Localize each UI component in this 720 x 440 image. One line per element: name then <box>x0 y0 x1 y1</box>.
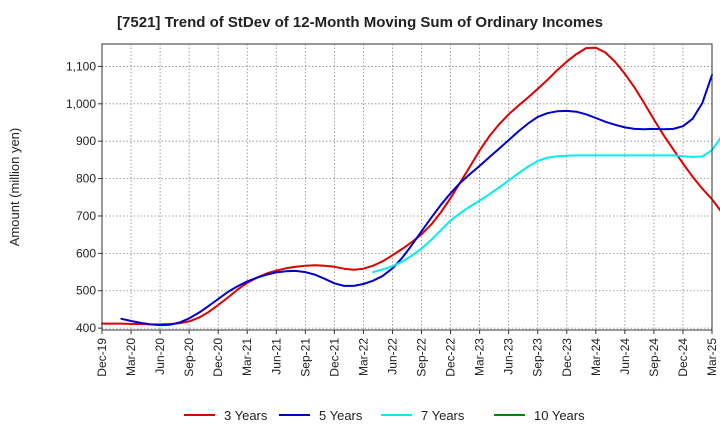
x-tick-label: Jun-24 <box>618 338 632 375</box>
series-lines <box>101 46 720 327</box>
grid <box>101 44 713 330</box>
y-tick-label: 400 <box>76 321 96 335</box>
chart-title: [7521] Trend of StDev of 12-Month Moving… <box>117 14 603 31</box>
x-tick-label: Jun-20 <box>153 338 167 375</box>
plot-area-frame <box>101 43 713 331</box>
series-line-5-years <box>120 74 713 327</box>
x-tick-label: Jun-23 <box>502 338 516 375</box>
x-tick-label: Sep-22 <box>415 338 429 377</box>
y-tick-label: 700 <box>76 209 96 223</box>
x-tick-label: Sep-20 <box>182 338 196 377</box>
x-tick-label: Sep-24 <box>647 338 661 377</box>
x-tick-label: Dec-22 <box>444 338 458 377</box>
x-tick-label: Mar-25 <box>705 338 719 376</box>
x-tick-label: Dec-20 <box>211 338 225 377</box>
y-tick-label: 900 <box>76 134 96 148</box>
x-tick-label: Jun-22 <box>385 338 399 375</box>
x-tick-label: Mar-20 <box>124 338 138 376</box>
y-axis-ticks: 400 500 600 700 800 900 1,000 1,100 <box>66 59 102 335</box>
y-tick-label: 600 <box>76 246 96 260</box>
x-tick-label: Mar-23 <box>473 338 487 376</box>
x-tick-label: Mar-22 <box>356 338 370 376</box>
legend-label: 7 Years <box>421 408 465 423</box>
series-line-7-years <box>372 136 720 274</box>
x-tick-label: Mar-21 <box>240 338 254 376</box>
x-tick-label: Dec-24 <box>676 338 690 377</box>
x-tick-label: Jun-21 <box>269 338 283 375</box>
x-tick-label: Sep-21 <box>298 338 312 377</box>
x-tick-label: Dec-21 <box>327 338 341 377</box>
x-axis-ticks: Dec-19 Mar-20 Jun-20 Sep-20 Dec-20 Mar-21 Jun-… <box>95 330 719 377</box>
y-axis-label: Amount (million yen) <box>7 128 22 247</box>
y-tick-label: 1,100 <box>66 59 96 73</box>
y-tick-label: 800 <box>76 172 96 186</box>
x-tick-label: Sep-23 <box>531 338 545 377</box>
y-tick-label: 1,000 <box>66 97 96 111</box>
y-tick-label: 500 <box>76 284 96 298</box>
legend-label: 10 Years <box>534 408 585 423</box>
x-tick-label: Dec-19 <box>95 338 109 377</box>
legend: 3 Years 5 Years 7 Years 10 Years <box>184 408 585 423</box>
legend-label: 5 Years <box>319 408 363 423</box>
x-tick-label: Dec-23 <box>560 338 574 377</box>
series-line-3-years <box>101 46 720 326</box>
legend-label: 3 Years <box>224 408 268 423</box>
x-tick-label: Mar-24 <box>589 338 603 376</box>
